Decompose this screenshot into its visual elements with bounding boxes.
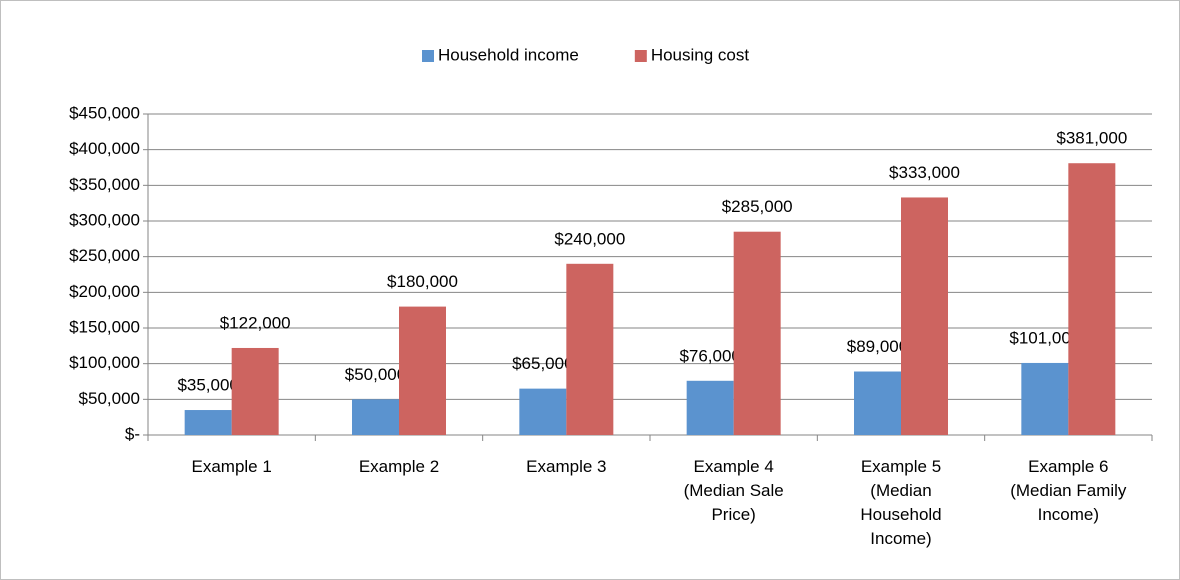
y-tick-label: $50,000 <box>79 389 140 408</box>
bar <box>231 347 279 435</box>
bar <box>1021 362 1069 435</box>
data-label: $285,000 <box>722 197 793 216</box>
x-tick-label: Example 5 (Median Household Income) <box>860 457 942 548</box>
bar <box>854 371 901 435</box>
legend-swatch <box>422 50 434 62</box>
y-tick-label: $450,000 <box>69 103 140 122</box>
data-label: $50,000 <box>345 365 406 384</box>
bar <box>184 410 232 435</box>
data-label: $65,000 <box>512 354 573 373</box>
y-tick-label: $100,000 <box>69 353 140 372</box>
data-label: $101,000 <box>1009 328 1080 347</box>
data-label: $122,000 <box>220 313 291 332</box>
bar <box>399 306 446 435</box>
legend-label: Household income <box>438 45 579 64</box>
data-label: $35,000 <box>177 376 238 395</box>
x-tick-label: Example 1 <box>191 457 272 476</box>
y-tick-label: $300,000 <box>69 210 140 229</box>
y-tick-label: $200,000 <box>69 282 140 301</box>
data-label: $240,000 <box>554 229 625 248</box>
x-tick-label: Example 2 <box>358 457 440 476</box>
bar <box>519 388 567 435</box>
data-label: $180,000 <box>387 272 458 291</box>
y-tick-label: $400,000 <box>69 139 140 158</box>
legend-swatch <box>634 50 647 62</box>
bar <box>901 197 948 435</box>
bar <box>686 380 734 435</box>
x-tick-label: Example 6 (Median Family Income) <box>1010 457 1127 524</box>
y-tick-label: $- <box>125 424 140 443</box>
data-label: $333,000 <box>889 163 960 182</box>
bar <box>566 263 614 435</box>
data-label: $381,000 <box>1056 129 1127 148</box>
data-label: $76,000 <box>679 346 740 365</box>
x-tick-label: Example 4 (Median Sale Price) <box>683 457 784 524</box>
legend-label: Housing cost <box>651 45 750 64</box>
x-tick-label: Example 3 <box>526 457 607 476</box>
bar <box>352 399 399 435</box>
y-tick-label: $150,000 <box>69 317 140 336</box>
y-tick-label: $350,000 <box>69 175 140 194</box>
bar <box>733 231 781 435</box>
data-label: $89,000 <box>847 337 908 356</box>
bar <box>1068 163 1116 435</box>
y-tick-label: $250,000 <box>69 246 140 265</box>
